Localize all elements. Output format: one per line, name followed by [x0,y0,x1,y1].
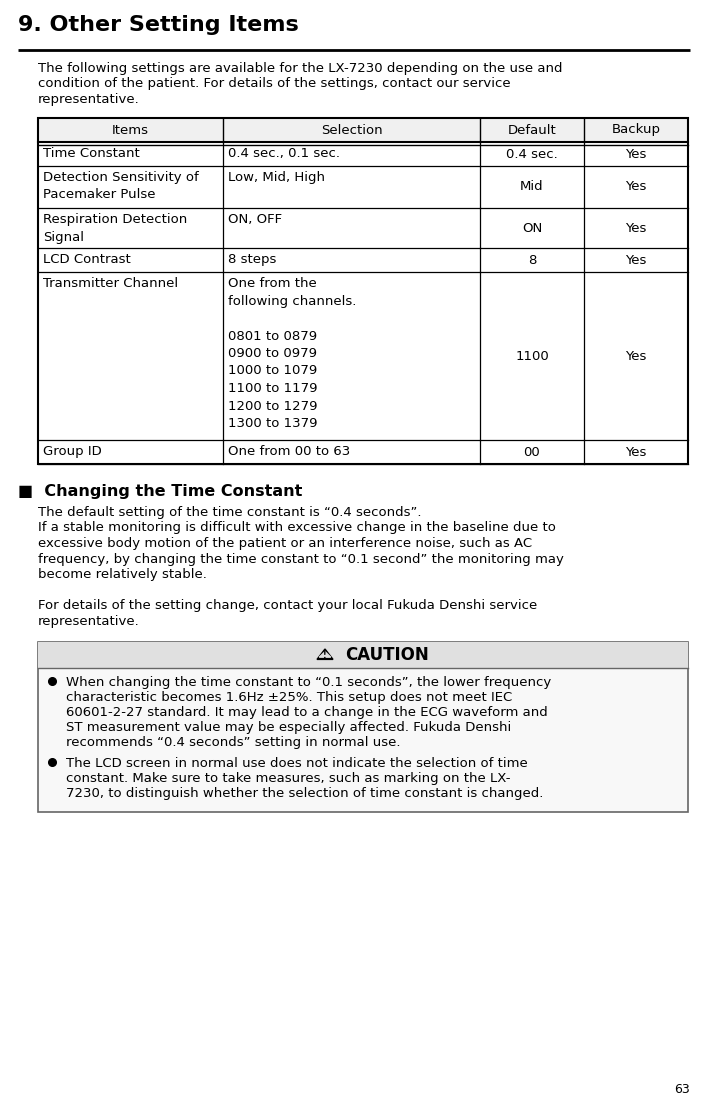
Text: The LCD screen in normal use does not indicate the selection of time: The LCD screen in normal use does not in… [66,758,528,770]
Bar [38,118,688,465]
Text: ON: ON [522,222,542,235]
Text: Transmitter Channel: Transmitter Channel [43,277,178,290]
Text: Items: Items [112,124,149,137]
Text: Yes: Yes [625,180,647,194]
Text: 0.4 sec.: 0.4 sec. [506,147,558,160]
Text: Mid: Mid [520,180,544,194]
Bar [38,642,688,812]
Text: 60601-2-27 standard. It may lead to a change in the ECG waveform and: 60601-2-27 standard. It may lead to a ch… [66,706,548,719]
Text: CAUTION: CAUTION [345,646,429,664]
Text: Low, Mid, High: Low, Mid, High [228,172,325,184]
Text: LCD Contrast: LCD Contrast [43,253,131,266]
Text: representative.: representative. [38,92,140,106]
Text: Yes: Yes [625,147,647,160]
Text: Default: Default [508,124,556,137]
Text: Backup: Backup [612,124,661,137]
Polygon shape [317,649,333,659]
Text: ST measurement value may be especially affected. Fukuda Denshi: ST measurement value may be especially a… [66,721,511,734]
Text: One from 00 to 63: One from 00 to 63 [228,444,351,458]
Text: Selection: Selection [321,124,382,137]
Text: 00: 00 [524,446,541,459]
Text: One from the
following channels.

0801 to 0879
0900 to 0979
1000 to 1079
1100 to: One from the following channels. 0801 to… [228,277,356,430]
Text: Yes: Yes [625,350,647,362]
Text: !: ! [323,651,327,659]
Text: Detection Sensitivity of
Pacemaker Pulse: Detection Sensitivity of Pacemaker Pulse [43,172,199,202]
Text: The following settings are available for the LX-7230 depending on the use and: The following settings are available for… [38,62,562,75]
Text: become relatively stable.: become relatively stable. [38,568,207,582]
Text: 9. Other Setting Items: 9. Other Setting Items [18,14,299,35]
Text: 0.4 sec., 0.1 sec.: 0.4 sec., 0.1 sec. [228,147,340,160]
Text: Yes: Yes [625,222,647,235]
Text: The default setting of the time constant is “0.4 seconds”.: The default setting of the time constant… [38,506,422,519]
Text: Group ID: Group ID [43,444,102,458]
Text: characteristic becomes 1.6Hz ±25%. This setup does not meet IEC: characteristic becomes 1.6Hz ±25%. This … [66,691,512,704]
Text: 8: 8 [528,254,536,266]
Bar [38,118,688,141]
Text: ON, OFF: ON, OFF [228,213,283,226]
Text: 1100: 1100 [515,350,549,362]
Text: Yes: Yes [625,254,647,266]
Text: excessive body motion of the patient or an interference noise, such as AC: excessive body motion of the patient or … [38,537,532,550]
Text: recommends “0.4 seconds” setting in normal use.: recommends “0.4 seconds” setting in norm… [66,736,401,749]
Text: For details of the setting change, contact your local Fukuda Denshi service: For details of the setting change, conta… [38,599,537,612]
Polygon shape [319,652,330,657]
Text: Respiration Detection
Signal: Respiration Detection Signal [43,213,187,244]
Text: constant. Make sure to take measures, such as marking on the LX-: constant. Make sure to take measures, su… [66,772,510,785]
Text: frequency, by changing the time constant to “0.1 second” the monitoring may: frequency, by changing the time constant… [38,553,564,566]
Text: 8 steps: 8 steps [228,253,276,266]
Text: 7230, to distinguish whether the selection of time constant is changed.: 7230, to distinguish whether the selecti… [66,786,543,800]
Text: 63: 63 [674,1083,690,1096]
Text: Yes: Yes [625,446,647,459]
Text: ■  Changing the Time Constant: ■ Changing the Time Constant [18,483,302,499]
Bar [38,642,688,668]
Text: condition of the patient. For details of the settings, contact our service: condition of the patient. For details of… [38,78,510,90]
Text: When changing the time constant to “0.1 seconds”, the lower frequency: When changing the time constant to “0.1 … [66,676,551,688]
Text: representative.: representative. [38,615,140,627]
Text: If a stable monitoring is difficult with excessive change in the baseline due to: If a stable monitoring is difficult with… [38,521,556,535]
Text: Time Constant: Time Constant [43,147,140,160]
